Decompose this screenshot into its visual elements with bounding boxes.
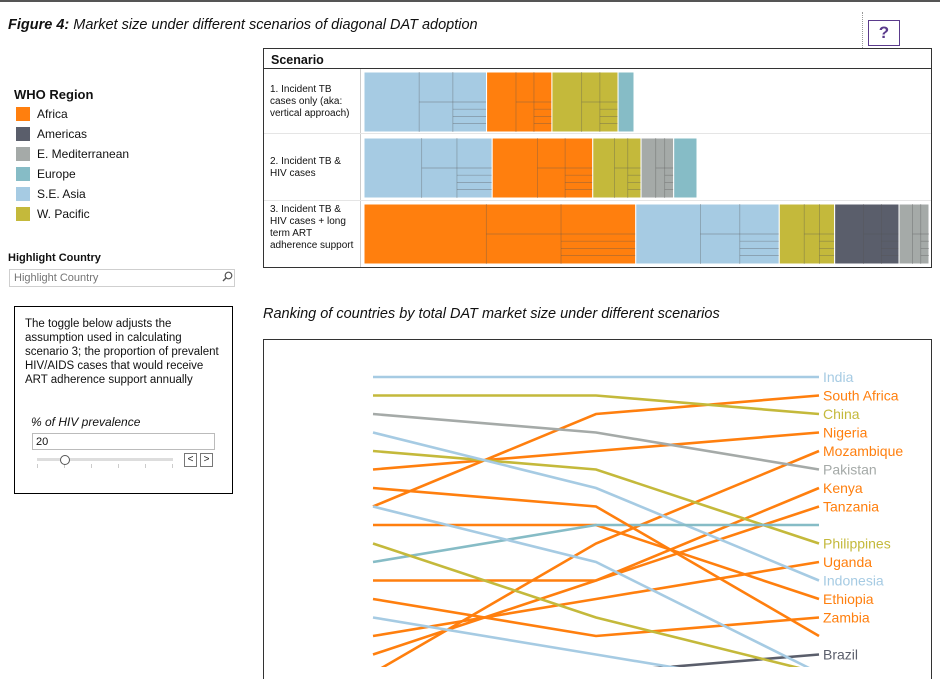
highlight-country-label: Highlight Country (8, 252, 101, 264)
scenario-2-label: 2. Incident TB & HIV cases (270, 156, 341, 179)
legend-swatch (16, 127, 30, 141)
hiv-prevalence-label: % of HIV prevalence (31, 415, 141, 429)
series-line-brazil[interactable] (373, 653, 820, 668)
scenario-2-treemap (364, 138, 697, 198)
legend-swatch (16, 107, 30, 121)
series-label: Brazil (823, 647, 858, 663)
figure-label: Figure 4: (8, 17, 70, 33)
series-line-tanzania[interactable] (373, 505, 820, 582)
series-line-zambia[interactable] (372, 597, 820, 638)
scenario-3-label: 3. Incident TB & HIV cases + long term A… (270, 204, 354, 251)
legend-label: W. Pacific (37, 207, 90, 221)
scenario-title: Scenario (271, 53, 324, 67)
legend-item-se-asia[interactable]: S.E. Asia (16, 184, 129, 204)
series-line-uganda[interactable] (372, 560, 820, 638)
series-line-china[interactable] (373, 394, 820, 416)
top-border (0, 0, 940, 2)
scenario-3-treemap (364, 204, 929, 264)
figure-title-text: Market size under different scenarios of… (73, 17, 478, 33)
series-line-country-16[interactable] (372, 505, 819, 668)
series-label: India (823, 369, 854, 385)
slider-ticks (37, 464, 173, 468)
legend-item-w-pacific[interactable]: W. Pacific (16, 204, 129, 224)
scenario-header-rule (264, 68, 931, 69)
series-label: Zambia (823, 610, 870, 626)
treemap-block-africa[interactable] (364, 204, 637, 264)
region-legend: Africa Americas E. Mediterranean Europe … (16, 104, 129, 224)
legend-label: Americas (37, 127, 88, 141)
series-line-nigeria[interactable] (372, 431, 820, 471)
legend-item-americas[interactable]: Americas (16, 124, 129, 144)
series-line-philippines[interactable] (372, 449, 820, 545)
row-divider (264, 133, 931, 134)
slider-tick (64, 464, 65, 468)
ranking-title: Ranking of countries by total DAT market… (263, 306, 720, 322)
legend-label: S.E. Asia (37, 187, 86, 201)
series-line-indonesia[interactable] (372, 431, 820, 582)
hiv-prevalence-slider[interactable] (37, 458, 173, 461)
series-line-pakistan[interactable] (372, 412, 820, 471)
slider-next-button[interactable]: > (200, 453, 213, 467)
legend-item-e-mediterranean[interactable]: E. Mediterranean (16, 144, 129, 164)
slider-tick (118, 464, 119, 468)
slider-thumb[interactable] (60, 455, 71, 465)
hiv-prevalence-input[interactable] (32, 433, 215, 450)
slider-prev-button[interactable]: < (184, 453, 197, 467)
treemap-block-w-pacific[interactable] (778, 204, 836, 264)
series-label: Uganda (823, 554, 872, 570)
legend-swatch (16, 147, 30, 161)
treemap-block-europe[interactable] (617, 72, 634, 132)
legend-item-europe[interactable]: Europe (16, 164, 129, 184)
search-icon[interactable] (222, 271, 234, 285)
legend-swatch (16, 187, 30, 201)
header-separator (862, 12, 863, 64)
series-line-country-17[interactable] (372, 542, 819, 668)
ranking-bump-chart: India South Africa China Nigeria Mozambique P… (372, 369, 903, 668)
series-line-country-14[interactable] (372, 523, 819, 564)
treemap-block-e-mediterranean[interactable] (640, 138, 675, 198)
toggle-description: The toggle below adjusts the assumption … (25, 318, 219, 386)
slider-tick (172, 464, 173, 468)
series-label: Tanzania (823, 499, 879, 515)
legend-swatch (16, 207, 30, 221)
treemap-block-s-e-asia[interactable] (364, 72, 488, 132)
scenario-column-rule (360, 69, 361, 267)
series-label: Ethiopia (823, 591, 874, 607)
series-label: Pakistan (823, 462, 877, 478)
row-divider (264, 200, 931, 201)
legend-swatch (16, 167, 30, 181)
series-label: Kenya (823, 480, 863, 496)
series-label: Philippines (823, 536, 891, 552)
legend-item-africa[interactable]: Africa (16, 104, 129, 124)
scenario-panel: Scenario 1. Incident TB cases only (aka:… (263, 48, 932, 268)
treemap-block-w-pacific[interactable] (592, 138, 642, 198)
series-line-south-africa[interactable] (372, 394, 820, 508)
slider-tick (37, 464, 38, 468)
help-button[interactable]: ? (868, 20, 900, 46)
scenario-1-treemap (364, 72, 634, 132)
legend-title: WHO Region (14, 87, 94, 102)
legend-label: Africa (37, 107, 68, 121)
series-line-country-15[interactable] (372, 486, 820, 638)
series-line-mozambique[interactable] (373, 449, 820, 667)
slider-tick (145, 464, 146, 468)
toggle-panel: The toggle below adjusts the assumption … (14, 306, 233, 494)
series-label: Mozambique (823, 443, 903, 459)
slider-tick (91, 464, 92, 468)
figure-title: Figure 4: Market size under different sc… (8, 17, 478, 33)
scenario-1-label: 1. Incident TB cases only (aka: vertical… (270, 84, 350, 119)
legend-label: E. Mediterranean (37, 147, 130, 161)
legend-label: Europe (37, 167, 76, 181)
highlight-country-input[interactable] (9, 269, 235, 287)
treemap-block-europe[interactable] (673, 138, 697, 198)
series-label: South Africa (823, 388, 899, 404)
series-label: Nigeria (823, 425, 868, 441)
series-label: Indonesia (823, 573, 884, 589)
series-label: China (823, 406, 860, 422)
series-line-country-18[interactable] (372, 616, 819, 668)
